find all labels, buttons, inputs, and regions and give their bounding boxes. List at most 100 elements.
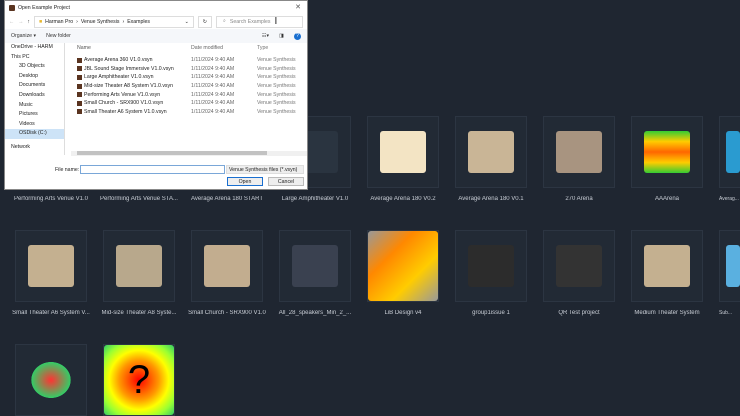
project-name: Small Theater A6 System V... [12,310,90,316]
file-row[interactable]: Average Arena 360 V1.0.vsyn 1/11/2024 9:4… [71,56,307,65]
project-tile[interactable]: ? [103,344,175,416]
project-tile[interactable]: Averag... [719,116,740,202]
project-thumbnail[interactable] [279,230,351,302]
project-thumbnail[interactable] [191,230,263,302]
file-type: Venue Synthesis [257,100,296,107]
project-thumbnail[interactable] [455,116,527,188]
text-cursor-icon: I [274,16,278,27]
open-button[interactable]: Open [227,177,263,186]
file-row[interactable]: Large Amphitheater V1.0.vsyn 1/11/2024 9:… [71,73,307,82]
project-tile[interactable]: QR Test project [543,230,615,316]
address-bar[interactable]: ■ Harman Pro › Venue Synthesis › Examples ⌄ [33,15,194,28]
chevron-down-icon[interactable]: ⌄ [184,18,189,25]
refresh-icon[interactable]: ↻ [197,15,212,28]
toolbar: Organize ▾ New folder ☷▾ ◨? [5,29,307,43]
breadcrumb-item[interactable]: Harman Pro [45,18,74,25]
project-name: AAArena [654,196,679,202]
project-thumbnail[interactable] [631,230,703,302]
search-placeholder: Search Examples [229,18,271,25]
forward-icon[interactable]: → [18,18,24,25]
project-thumbnail[interactable] [631,116,703,188]
new-folder-button[interactable]: New folder [46,33,71,39]
project-tile[interactable]: 270 Arena [543,116,615,202]
project-tile[interactable]: Average Arena 180 V0.2 [367,116,439,202]
project-name: Average Arena 180 V0.1 [458,196,524,202]
file-date: 1/11/2024 9:40 AM [191,74,235,81]
project-name: All_28_speakers_Min_2_... [278,310,352,316]
project-thumbnail[interactable] [543,230,615,302]
project-thumbnail[interactable] [367,116,439,188]
breadcrumb-item[interactable]: Examples [127,18,150,25]
file-row[interactable]: Mid-size Theater A8 System V1.0.vsyn 1/11… [71,82,307,91]
up-icon[interactable]: ↑ [27,18,30,25]
sidebar-item[interactable]: OneDrive - HARM [11,44,53,50]
file-row[interactable]: JBL Sound Stage Immersive V1.0.vsyn 1/11/… [71,65,307,74]
file-row[interactable]: Small Theater A6 System V1.0.vsyn 1/11/20… [71,108,307,117]
column-date[interactable]: Date modified [191,45,224,51]
sidebar-item[interactable]: This PC [11,53,30,60]
horizontal-scrollbar[interactable] [71,151,307,156]
file-type-select[interactable]: Venue Synthesis files (*.vsyn) [226,165,304,174]
search-input[interactable]: ⌕ Search Examples I [215,15,303,28]
project-tile[interactable]: All_28_speakers_Min_2_... [279,230,351,316]
file-row[interactable]: Small Church - SRX900 V1.0.vsyn 1/11/2024… [71,99,307,108]
breadcrumb-item[interactable]: Venue Synthesis [80,18,120,25]
project-tile[interactable]: group1issue 1 [455,230,527,316]
project-tile[interactable]: Medium Theater System [631,230,703,316]
project-tile[interactable]: Small Church - SRX900 V1.0 [188,230,266,316]
file-icon [77,57,82,63]
close-icon[interactable]: ✕ [295,4,301,11]
project-thumbnail[interactable] [719,230,740,302]
file-type: Venue Synthesis [257,74,296,81]
sidebar-item[interactable]: Videos [19,120,35,127]
project-thumbnail[interactable]: ? [103,344,175,416]
back-icon[interactable]: ← [9,18,15,25]
project-name: 270 Arena [565,196,593,202]
project-thumbnail[interactable] [367,230,439,302]
file-date: 1/11/2024 9:40 AM [191,83,235,90]
file-type: Venue Synthesis [257,57,296,64]
project-thumbnail[interactable] [543,116,615,188]
sidebar-item[interactable]: Desktop [19,72,39,79]
search-icon: ⌕ [222,18,226,24]
column-name[interactable]: Name [77,45,91,51]
project-tile[interactable]: Sub... [719,230,740,316]
sidebar-item[interactable]: Music [19,101,33,108]
project-thumbnail[interactable] [103,230,175,302]
project-thumbnail[interactable] [15,344,87,416]
sidebar-item[interactable]: Network [11,143,31,150]
project-name: LiB Design v4 [384,310,422,316]
sidebar-item[interactable]: Documents [19,82,46,89]
column-type[interactable]: Type [257,45,269,51]
project-name: Performing Arts Venue V1.0 [13,196,89,202]
help-icon[interactable]: ? [294,32,301,40]
file-row[interactable]: Performing Arts Venue V1.0.vsyn 1/11/2024… [71,90,307,99]
file-name: Average Arena 360 V1.0.vsyn [84,57,153,64]
preview-pane-icon[interactable]: ◨ [279,33,284,39]
project-thumbnail[interactable] [455,230,527,302]
sidebar-item[interactable]: OSDisk (C:) [5,129,64,139]
view-icon[interactable]: ☷▾ [261,33,270,39]
file-list: Name Date modified Type Average Arena 360 … [71,43,307,151]
project-tile[interactable]: Average Arena 180 V0.1 [455,116,527,202]
project-thumbnail[interactable] [15,230,87,302]
organize-button[interactable]: Organize ▾ [11,33,37,39]
file-name-input[interactable] [80,165,225,174]
file-type: Venue Synthesis [257,65,296,72]
sidebar-item[interactable]: Pictures [19,111,38,118]
project-tile[interactable] [15,344,87,416]
project-thumbnail[interactable] [719,116,740,188]
nav-bar: ← → ↑ ■ Harman Pro › Venue Synthesis › Example… [5,14,307,29]
sidebar-item[interactable]: Downloads [19,91,45,98]
project-tile[interactable]: Mid-size Theater A8 Syste... [102,230,176,316]
file-icon [77,83,82,89]
file-name: Large Amphitheater V1.0.vsyn [84,74,154,81]
project-tile[interactable]: Small Theater A6 System V... [12,230,90,316]
cancel-button[interactable]: Cancel [268,177,304,186]
project-tile[interactable]: AAArena [631,116,703,202]
project-name: Average Arena 180 V0.2 [370,196,436,202]
file-date: 1/11/2024 9:40 AM [191,108,235,115]
project-tile[interactable]: LiB Design v4 [367,230,439,316]
file-date: 1/11/2024 9:40 AM [191,65,235,72]
sidebar-item[interactable]: 3D Objects [19,63,45,70]
